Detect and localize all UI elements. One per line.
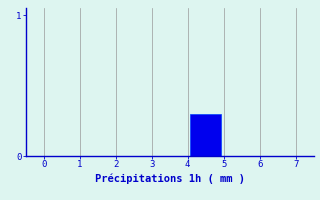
Bar [190,114,221,156]
X-axis label: Précipitations 1h ( mm ): Précipitations 1h ( mm ) [95,173,244,184]
